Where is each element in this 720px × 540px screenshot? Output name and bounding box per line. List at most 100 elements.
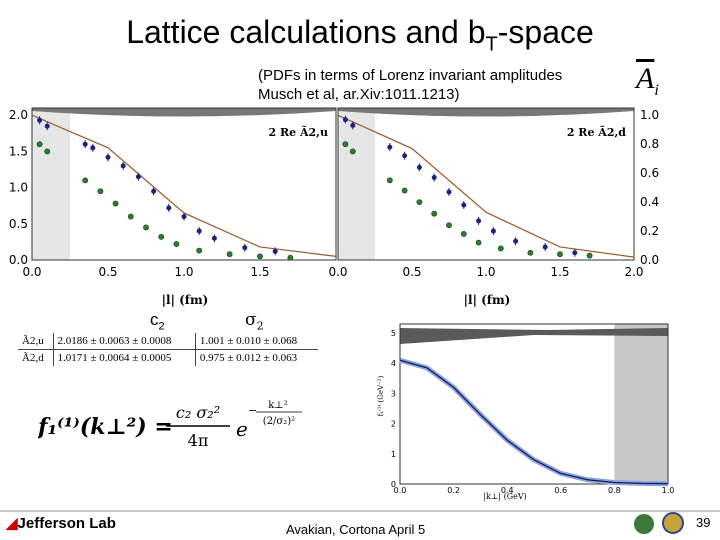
data-point-green	[401, 187, 408, 194]
formula-exp-minus: −	[248, 404, 257, 417]
x-tick-label: 0.6	[554, 486, 567, 495]
x-tick-label: 0.5	[402, 265, 421, 279]
emblem-icon	[634, 514, 654, 534]
error-band-top	[32, 108, 336, 117]
data-point-blue	[242, 245, 248, 251]
x-tick-label: 1.0	[476, 265, 495, 279]
slide-title: Lattice calculations and bT-space	[0, 14, 720, 56]
x-tick-label: 0.2	[447, 486, 460, 495]
y-tick-label: 5	[391, 329, 396, 338]
panel-u: 2.0 1.5 1.0 0.5 0.00.0 0.5 1.0 1.5 2 Re Ã2,u	[9, 107, 337, 279]
data-point-green	[127, 213, 134, 220]
y-tick-label: 0	[391, 480, 396, 489]
data-point-green	[475, 239, 482, 246]
logo-swoosh: ◢	[6, 515, 18, 532]
y-tick-label: 0.8	[640, 137, 659, 151]
data-point-blue	[513, 238, 519, 244]
data-point-blue	[402, 153, 408, 159]
param-c: 2.0186 ± 0.0063 ± 0.0008	[53, 333, 196, 350]
data-point-green	[196, 247, 203, 254]
data-point-blue	[542, 244, 548, 250]
data-point-blue	[572, 250, 578, 256]
data-point-green	[143, 224, 149, 231]
amplitude-index: i	[654, 82, 659, 99]
data-point-green	[36, 141, 43, 148]
data-point-blue	[476, 218, 482, 224]
plot-frame	[337, 107, 635, 261]
data-point-blue	[44, 123, 50, 129]
xlabel-bottom: |k⊥| (GeV)	[483, 492, 526, 501]
formula-exp-base: e	[236, 417, 248, 441]
x-tick-label: 1.0	[174, 265, 193, 279]
fit-curve	[337, 114, 635, 258]
legend-label: 2 Re Ã2,d	[567, 125, 626, 139]
plot-frame	[31, 107, 337, 261]
data-point-green	[460, 231, 467, 237]
data-point-blue	[461, 202, 467, 208]
param-sigma: 1.001 ± 0.010 ± 0.068	[195, 333, 318, 350]
data-point-green	[349, 148, 356, 155]
c-letter: c	[150, 310, 159, 329]
data-point-green	[158, 233, 165, 240]
formula-exp-den: (2/σ₂)²	[263, 416, 295, 427]
f1-curve	[399, 359, 669, 485]
table-row: Ã2,u 2.0186 ± 0.0063 ± 0.0008 1.001 ± 0.…	[18, 333, 318, 350]
amplitude-symbol: Ai	[636, 62, 659, 100]
c-sub: 2	[158, 320, 165, 333]
title-subscript: T	[485, 33, 498, 56]
logo-text-b: Lab	[85, 515, 116, 532]
y-tick-label: 2	[391, 420, 396, 429]
data-point-blue	[166, 205, 172, 211]
amplitude-letter: A	[636, 62, 655, 95]
data-point-green	[446, 222, 452, 229]
data-point-green	[386, 177, 393, 184]
data-point-blue	[181, 214, 187, 220]
data-point-green	[173, 241, 180, 247]
y-tick-label: 1.5	[9, 144, 28, 158]
data-point-blue	[490, 228, 496, 234]
x-tick-label: 0.5	[98, 265, 117, 279]
sigma-sub: 2	[256, 319, 264, 333]
page-number: 39	[696, 515, 711, 530]
xlabel-right: |l| (fm)	[464, 293, 511, 307]
y-tick-label: 4	[391, 359, 396, 368]
y-tick-label: 0.0	[640, 253, 659, 267]
legend-label: 2 Re Ã2,u	[269, 125, 328, 139]
table-row: Ã2,d 1.0171 ± 0.0064 ± 0.0005 0.975 ± 0.…	[18, 349, 318, 366]
data-point-green	[287, 254, 294, 261]
data-point-blue	[446, 189, 452, 195]
c2-label: c2	[150, 310, 165, 332]
param-name: Ã2,u	[18, 333, 54, 350]
formula-numerator: c₂ σ₂²	[176, 403, 220, 422]
title-main: Lattice calculations and b	[126, 14, 486, 50]
y-tick-label: 0.5	[9, 217, 28, 231]
data-point-green	[557, 251, 563, 258]
sigma2-label: σ2	[245, 310, 264, 332]
subtitle-line1: (PDFs in terms of Lorenz invariant ampli…	[258, 67, 563, 84]
y-tick-label: 1.0	[640, 108, 659, 122]
panel-d: 1.0 0.8 0.6 0.4 0.2 0.0 0.0 0.5 1.0 1.5 2.0 2 Re Ã2…	[328, 107, 659, 279]
data-point-green	[527, 249, 534, 256]
x-tick-label: 1.0	[662, 486, 675, 495]
sigma-letter: σ	[245, 310, 257, 330]
formula-denominator: 4π	[188, 431, 209, 450]
data-point-blue	[272, 248, 278, 254]
lattice-amplitude-plots: 2.01.51.00.50.00.0 0.5 1.0 1.52 Re Ã2,u 1.0…	[9, 107, 659, 307]
data-point-blue	[90, 145, 96, 151]
error-band-top	[400, 328, 668, 344]
xlabel-left: |l| (fm)	[162, 293, 209, 307]
y-tick-label: 1.0	[9, 181, 28, 195]
data-point-green	[97, 188, 104, 195]
data-point-blue	[342, 117, 348, 123]
excluded-region	[338, 108, 375, 260]
y-tick-label: 1	[391, 450, 396, 459]
x-tick-label: 0.4	[501, 486, 514, 495]
data-point-green	[497, 245, 504, 252]
data-point-blue	[82, 141, 88, 147]
y-tick-label: 0.0	[9, 253, 28, 267]
data-point-green	[82, 177, 89, 184]
ylabel-bottom: f₁⁽¹⁾ (GeV⁻²)	[376, 375, 385, 416]
param-name: Ã2,d	[18, 349, 54, 366]
doe-badge-icon	[662, 512, 684, 534]
x-tick-label: 2.0	[624, 265, 643, 279]
